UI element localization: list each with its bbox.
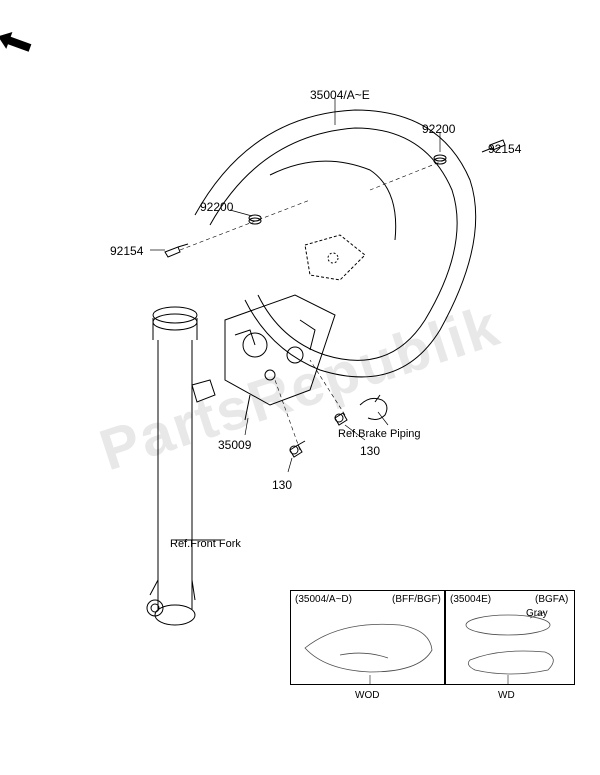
label-130-right: 130 [360, 444, 380, 458]
diagram-container: 35004/A~E 92200 92154 92200 92154 35009 … [0, 0, 600, 775]
label-92200-left: 92200 [200, 200, 233, 214]
label-35009: 35009 [218, 438, 251, 452]
inset-label-wod: WOD [355, 690, 379, 701]
inset-label-bff: (BFF/BGF) [392, 594, 441, 605]
label-92154-left: 92154 [110, 244, 143, 258]
inset-label-bgfa: (BGFA) [535, 594, 568, 605]
label-35004: 35004/A~E [310, 88, 370, 102]
label-92200-right: 92200 [422, 122, 455, 136]
inset-label-gray: Gray [526, 608, 548, 619]
inset-label-wd: WD [498, 690, 515, 701]
ref-brake-piping: Ref.Brake Piping [338, 428, 421, 440]
inset-label-35004ad: (35004/A~D) [295, 594, 352, 605]
inset-label-35004e: (35004E) [450, 594, 491, 605]
label-130-left: 130 [272, 478, 292, 492]
ref-front-fork: Ref.Front Fork [170, 538, 241, 550]
label-92154-right: 92154 [488, 142, 521, 156]
